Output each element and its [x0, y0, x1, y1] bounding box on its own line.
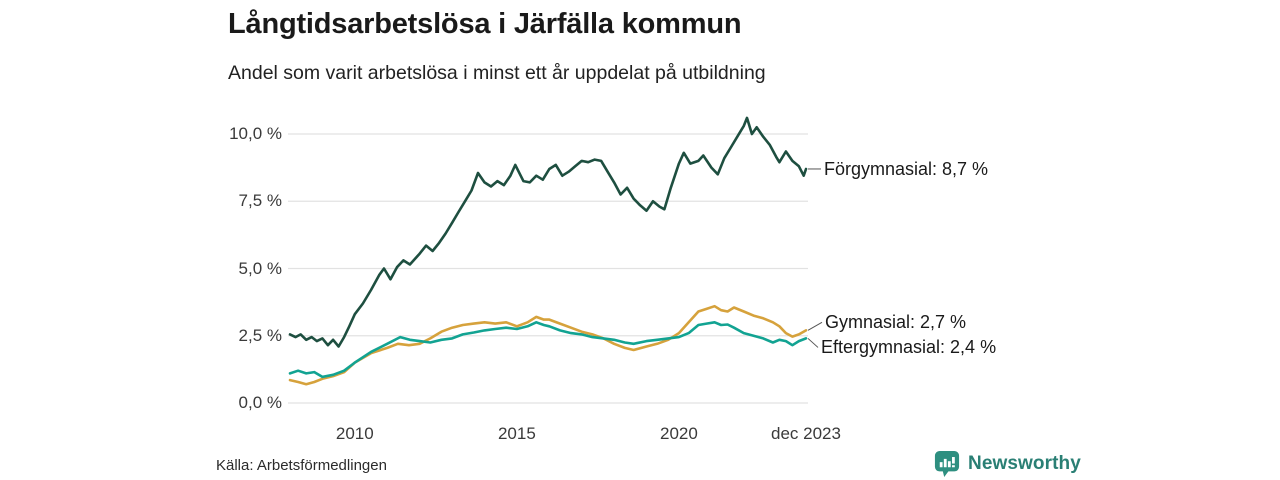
x-tick-label: 2010 [335, 424, 374, 443]
series-line-forgymnasial [288, 116, 808, 348]
series-label-forgymnasial: Förgymnasial: 8,7 % [824, 158, 989, 179]
source-note: Källa: Arbetsförmedlingen [216, 457, 387, 474]
series-label-eftergymnasial: Eftergymnasial: 2,4 % [821, 337, 997, 358]
label-connector-gymnasial [807, 321, 823, 331]
series-line-eftergymnasial [288, 320, 808, 379]
y-tick-label: 2,5 % [238, 325, 282, 345]
y-tick-label: 10,0 % [229, 124, 282, 143]
newsworthy-logo-text: Newsworthy [968, 453, 1081, 474]
newsworthy-logo: Newsworthy [934, 450, 1081, 478]
x-tick-label: 2020 [660, 424, 698, 443]
y-tick-label: 5,0 % [238, 258, 282, 278]
x-tick-label: dec 2023 [771, 424, 841, 443]
page-subtitle: Andel som varit arbetslösa i minst ett å… [228, 62, 766, 84]
y-tick-label: 0,0 % [238, 393, 282, 412]
label-connector-eftergymnasial [807, 338, 819, 348]
series-line-gymnasial [288, 304, 808, 386]
newsworthy-logo-icon [934, 451, 960, 477]
y-tick-label: 7,5 % [238, 191, 282, 211]
series-label-gymnasial: Gymnasial: 2,7 % [825, 312, 967, 333]
x-tick-label: 2015 [497, 424, 536, 443]
page-title: Långtidsarbetslösa i Järfälla kommun [228, 8, 742, 40]
